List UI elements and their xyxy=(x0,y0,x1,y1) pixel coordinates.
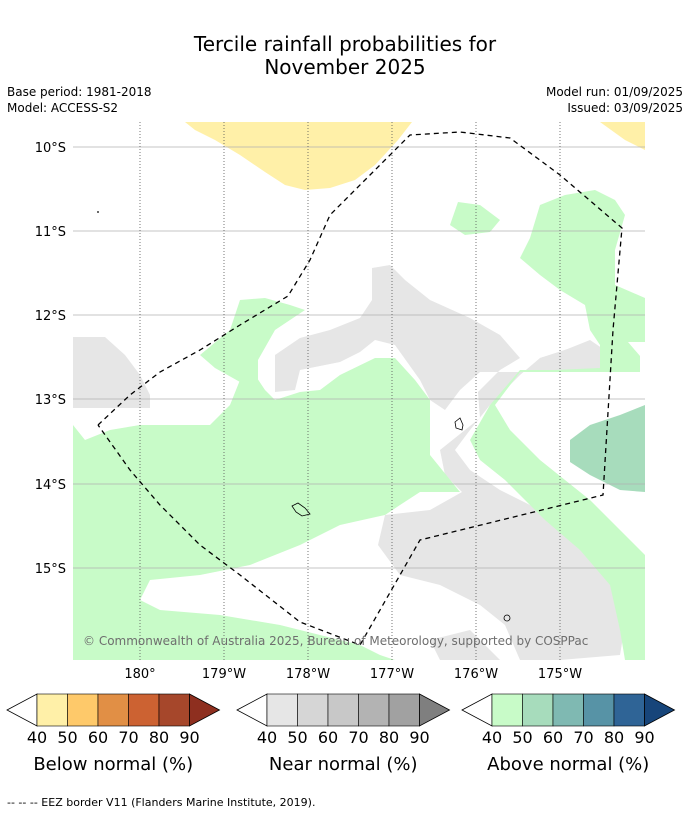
axis-labels: 10°S 11°S 12°S 13°S 14°S 15°S 180° 179°W 178°W 17… xyxy=(35,141,583,682)
lat-label: 13°S xyxy=(35,393,66,408)
lon-label: 179°W xyxy=(202,667,246,682)
colorbars: 40 50 60 70 80 90 Below normal (%) 40 50 60 70 80 90… xyxy=(6,693,676,775)
lat-label: 12°S xyxy=(35,309,66,324)
colorbar-over-arrow xyxy=(419,693,451,727)
lon-label: 178°W xyxy=(286,667,330,682)
colorbar-tick: 90 xyxy=(409,728,429,747)
colorbar-segment xyxy=(97,693,129,727)
colorbar-segment xyxy=(522,693,554,727)
model-name: Model: ACCESS-S2 xyxy=(7,101,119,115)
near-normal-region-central xyxy=(275,265,625,660)
copyright-text: © Commonwealth of Australia 2025, Bureau… xyxy=(83,634,588,648)
colorbar-tick: 60 xyxy=(318,728,338,747)
colorbar-segment xyxy=(552,693,584,727)
above-normal-region-northeast xyxy=(470,190,645,660)
eez-border xyxy=(97,131,623,646)
colorbar-1: 40 50 60 70 80 90 Near normal (%) xyxy=(236,693,451,775)
above-normal-50-region xyxy=(570,405,645,492)
map-fields xyxy=(73,122,645,660)
issued-date: Issued: 03/09/2025 xyxy=(567,101,683,115)
lat-label: 10°S xyxy=(35,141,66,156)
colorbar-label: Near normal (%) xyxy=(269,754,418,775)
colorbar-tick: 70 xyxy=(573,728,593,747)
colorbar-tick: 50 xyxy=(512,728,532,747)
model-run: Model run: 01/09/2025 xyxy=(545,85,683,99)
colorbar-label: Above normal (%) xyxy=(487,754,649,775)
island-outline xyxy=(291,502,311,517)
colorbar-segment xyxy=(388,693,420,727)
colorbar-tick: 80 xyxy=(149,728,169,747)
island-outline xyxy=(454,417,464,431)
lon-label: 175°W xyxy=(538,667,582,682)
colorbar-tick: 90 xyxy=(179,728,199,747)
map-title-line1: Tercile rainfall probabilities for xyxy=(193,32,497,56)
colorbar-tick: 50 xyxy=(57,728,77,747)
colorbar-segment xyxy=(358,693,390,727)
colorbar-tick: 90 xyxy=(634,728,654,747)
colorbar-segment xyxy=(327,693,359,727)
colorbar-segment xyxy=(266,693,298,727)
colorbar-tick: 60 xyxy=(88,728,108,747)
above-normal-region-west-strip xyxy=(200,298,305,390)
near-normal-region-east xyxy=(540,345,595,358)
colorbar-2: 40 50 60 70 80 90 Above normal (%) xyxy=(461,693,676,775)
lat-label: 14°S xyxy=(35,478,66,493)
colorbar-segment xyxy=(583,693,615,727)
legend-eez-note: -- -- -- EEZ border V11 (Flanders Marine… xyxy=(7,796,316,809)
colorbar-tick: 70 xyxy=(118,728,138,747)
lat-label: 15°S xyxy=(35,562,66,577)
graticule xyxy=(73,122,645,660)
colorbar-over-arrow xyxy=(644,693,676,727)
lat-label: 11°S xyxy=(35,225,66,240)
colorbar-segment xyxy=(297,693,329,727)
colorbar-under-arrow xyxy=(236,693,268,727)
colorbar-tick: 80 xyxy=(604,728,624,747)
colorbar-tick: 40 xyxy=(257,728,277,747)
below-normal-region-north xyxy=(185,122,412,190)
colorbar-tick: 40 xyxy=(482,728,502,747)
above-normal-region-small xyxy=(450,202,500,235)
colorbar-segment xyxy=(613,693,645,727)
base-period: Base period: 1981-2018 xyxy=(7,85,152,99)
colorbar-tick: 60 xyxy=(543,728,563,747)
near-normal-region-west xyxy=(73,337,150,408)
colorbar-segment xyxy=(67,693,99,727)
lon-label: 177°W xyxy=(370,667,414,682)
colorbar-tick: 80 xyxy=(379,728,399,747)
colorbar-under-arrow xyxy=(6,693,38,727)
meta-left: Base period: 1981-2018 Model: ACCESS-S2 xyxy=(7,84,152,116)
colorbar-segment xyxy=(158,693,190,727)
colorbar-segment xyxy=(36,693,68,727)
colorbar-tick: 50 xyxy=(287,728,307,747)
colorbar-segment xyxy=(491,693,523,727)
lon-label: 180° xyxy=(124,667,155,682)
colorbar-tick: 70 xyxy=(348,728,368,747)
island-outline xyxy=(503,614,511,622)
colorbar-label: Below normal (%) xyxy=(33,754,193,775)
island-dot xyxy=(97,211,99,213)
colorbar-under-arrow xyxy=(461,693,493,727)
below-normal-region-northeast xyxy=(600,122,645,150)
colorbar-over-arrow xyxy=(189,693,221,727)
map-title-line2: November 2025 xyxy=(264,55,426,79)
colorbar-segment xyxy=(128,693,160,727)
lon-label: 176°W xyxy=(454,667,498,682)
above-normal-region-southwest xyxy=(73,358,460,660)
colorbar-tick: 40 xyxy=(27,728,47,747)
meta-right: Model run: 01/09/2025 Issued: 03/09/2025 xyxy=(546,84,683,116)
colorbar-0: 40 50 60 70 80 90 Below normal (%) xyxy=(6,693,221,775)
